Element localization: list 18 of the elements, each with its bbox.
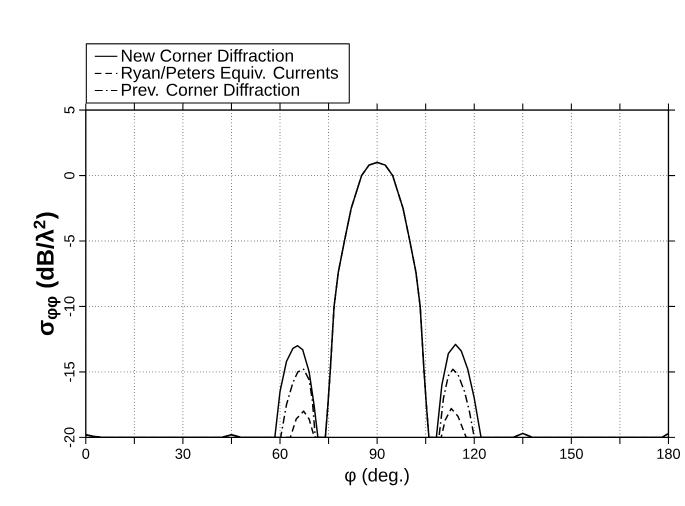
y-tick-label: 0 — [64, 172, 75, 180]
x-tick-label: 60 — [272, 448, 288, 460]
y-tick-label: 5 — [64, 106, 75, 114]
y-axis-title: σ$_{φφ}$ (dB/λ$^{2}$) — [34, 212, 60, 336]
legend-label: Ryan/Peters Equiv. Currents — [122, 66, 338, 82]
y-tick-label: -15 — [64, 362, 75, 382]
x-tick-label: 120 — [463, 448, 486, 460]
x-axis-title: φ (deg.) — [345, 468, 409, 486]
x-tick-label: 90 — [370, 448, 385, 460]
x-tick-label: 30 — [175, 448, 190, 460]
legend-label: Prev. Corner Diffraction — [122, 83, 300, 96]
x-tick-label: 180 — [657, 448, 680, 460]
y-tick-label: -5 — [64, 235, 75, 247]
legend-label: New Corner Diffraction — [122, 49, 293, 62]
y-tick-label: -20 — [64, 428, 75, 448]
x-tick-label: 0 — [82, 448, 90, 460]
y-tick-label: -10 — [64, 296, 75, 316]
x-tick-label: 150 — [560, 448, 583, 460]
